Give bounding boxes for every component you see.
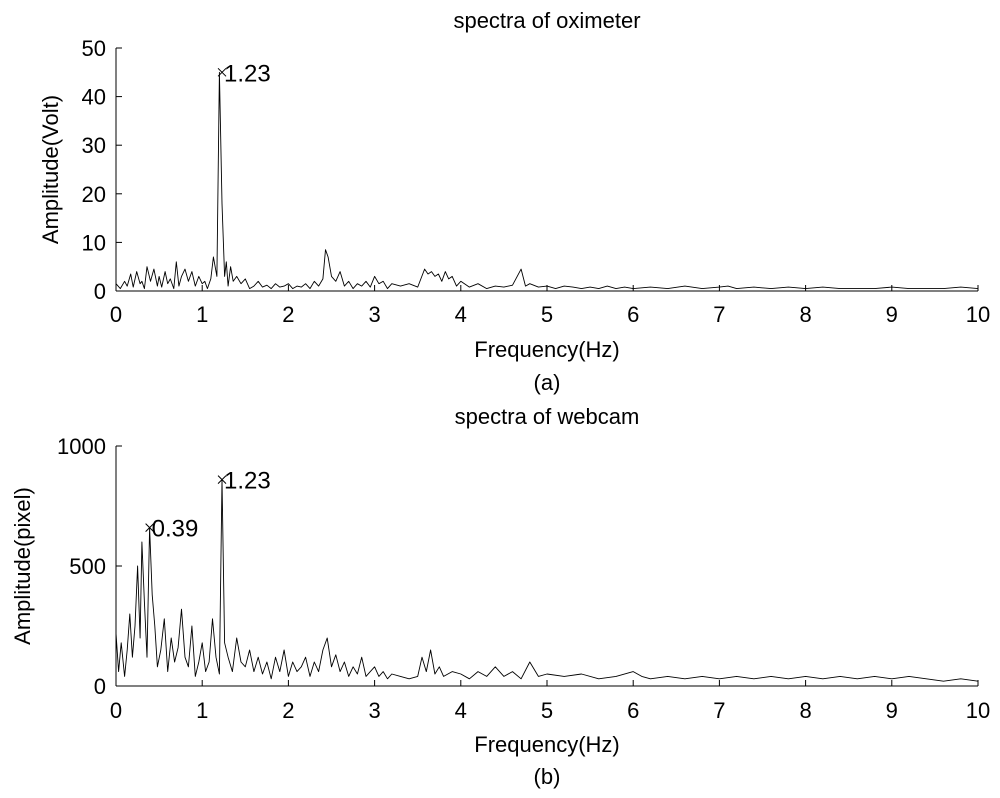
- chart-title: spectra of webcam: [455, 404, 640, 429]
- y-tick-label: 0: [94, 279, 106, 304]
- peak-label: 1.23: [224, 468, 271, 495]
- y-axis-label: Amplitude(Volt): [38, 95, 63, 244]
- x-tick-label: 10: [966, 302, 990, 327]
- peak-marker: [217, 67, 227, 77]
- y-tick-label: 30: [82, 133, 106, 158]
- x-tick-label: 1: [196, 302, 208, 327]
- y-tick-label: 500: [69, 554, 106, 579]
- caption: (a): [534, 370, 561, 395]
- x-tick-label: 10: [966, 698, 990, 723]
- x-tick-label: 0: [110, 698, 122, 723]
- x-tick-label: 8: [799, 698, 811, 723]
- x-tick-label: 4: [455, 698, 467, 723]
- x-axis-label: Frequency(Hz): [474, 337, 619, 362]
- y-tick-label: 1000: [57, 434, 106, 459]
- chart-oximeter: spectra of oximeter 0 10 20 30 40 50 0 1 2 3 4 5 6 7 8 9…: [38, 8, 990, 395]
- x-tick-label: 3: [368, 698, 380, 723]
- x-tick-label: 3: [368, 302, 380, 327]
- x-tick-label: 6: [627, 302, 639, 327]
- x-tick-label: 7: [713, 698, 725, 723]
- y-tick-label: 40: [82, 85, 106, 110]
- y-axis-label: Amplitude(pixel): [10, 487, 35, 645]
- series-line: [115, 71, 979, 290]
- x-tick-label: 6: [627, 698, 639, 723]
- y-tick-label: 0: [94, 674, 106, 699]
- x-tick-label: 9: [886, 302, 898, 327]
- y-tick-label: 10: [82, 230, 106, 255]
- x-tick-label: 2: [282, 302, 294, 327]
- chart-title: spectra of oximeter: [453, 8, 640, 33]
- peak-marker: [145, 523, 154, 532]
- peak-label: 1.23: [224, 60, 271, 87]
- y-tick-label: 20: [82, 182, 106, 207]
- x-tick-label: 8: [799, 302, 811, 327]
- x-tick-label: 5: [541, 698, 553, 723]
- peak-marker: [217, 475, 227, 484]
- x-tick-label: 0: [110, 302, 122, 327]
- series-line: [115, 479, 979, 682]
- x-tick-label: 7: [713, 302, 725, 327]
- x-tick-label: 5: [541, 302, 553, 327]
- chart-webcam: spectra of webcam 0 500 1000 0 1 2 3 4 5 6 7 8 9 10 Fre…: [10, 404, 990, 789]
- x-tick-label: 4: [455, 302, 467, 327]
- peak-label: 0.39: [152, 516, 199, 543]
- y-tick-label: 50: [82, 36, 106, 61]
- x-axis-label: Frequency(Hz): [474, 732, 619, 757]
- x-tick-label: 2: [282, 698, 294, 723]
- caption: (b): [534, 764, 561, 789]
- x-tick-label: 9: [886, 698, 898, 723]
- x-tick-label: 1: [196, 698, 208, 723]
